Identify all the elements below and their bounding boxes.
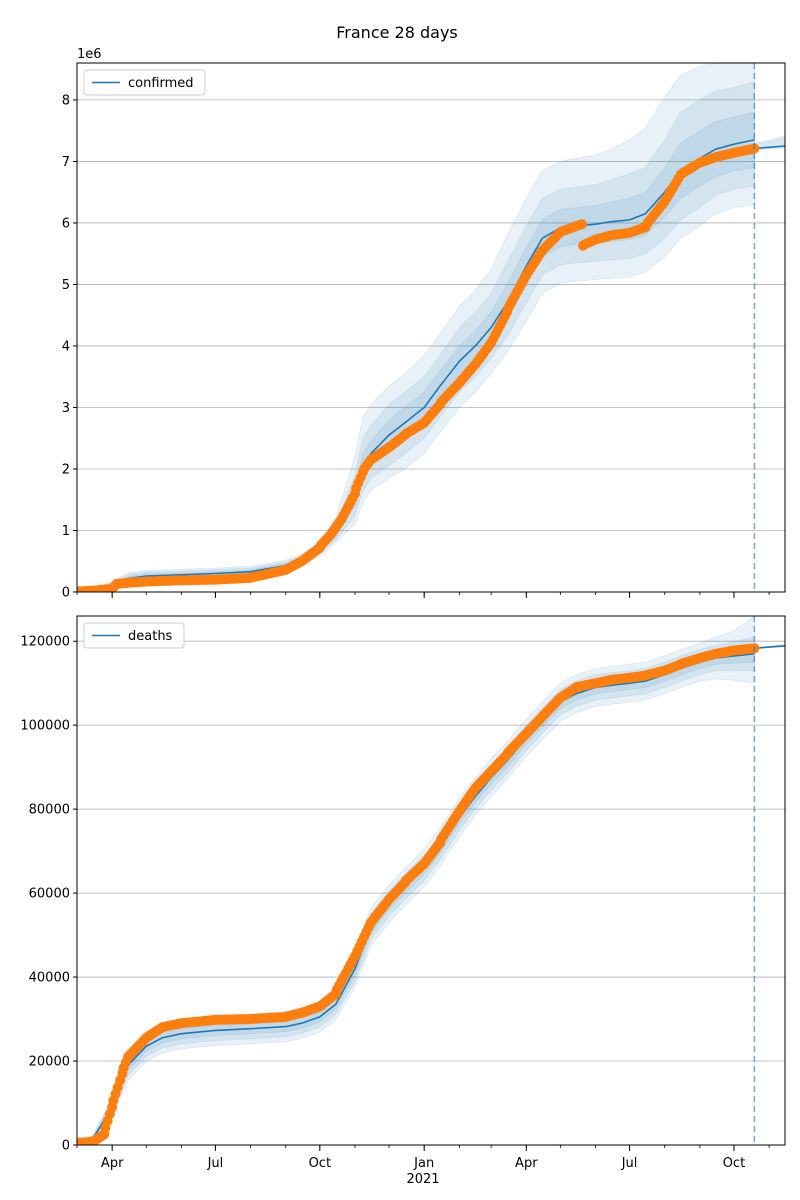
y-tick-label: 0 [62,586,70,601]
y-tick-label: 7 [62,155,70,170]
y-tick-label: 40000 [29,971,70,986]
y-tick-label: 80000 [29,803,70,818]
legend-label: deaths [128,629,173,644]
y-tick-label: 60000 [29,887,70,902]
chart-title: France 28 days [336,23,458,42]
plot-area [77,616,785,1145]
x-tick-label: Jul [207,1156,224,1171]
axes-frame [76,615,786,1146]
y-tick-label: 100000 [20,719,70,734]
x-tick-label: Jul [621,1156,638,1171]
x-tick-label: Oct [723,1156,745,1171]
legend: confirmed [83,69,206,96]
model-line [77,653,755,1145]
confirmed-panel: 0 1 2 3 4 5 6 7 8 1e6 confirmed [62,47,786,601]
axes-frame [76,62,786,593]
legend-box [83,69,206,96]
x-tick-label: Apr [101,1156,124,1171]
model-line [77,139,755,592]
y-tick-label: 6 [62,216,70,231]
x-tick-label: Oct [309,1156,331,1171]
y-multiplier-label: 1e6 [77,47,102,62]
y-tick-label: 3 [62,401,70,416]
y-tick-label: 1 [62,524,70,539]
x-tick-label: Apr [515,1156,538,1171]
y-tick-label: 4 [62,339,70,354]
y-tick-label: 120000 [20,635,70,650]
plot-area [77,63,785,592]
uncertainty-band-outer [77,63,755,592]
uncertainty-band-middle [77,80,755,592]
x-tick-label: Jan [413,1156,434,1171]
y-tick-label: 0 [62,1139,70,1154]
y-tick-label: 8 [62,93,70,108]
legend-box [83,622,185,649]
observed-point [576,219,587,230]
legend: deaths [83,622,185,649]
x-year-label: 2021 [406,1172,439,1187]
y-tick-label: 2 [62,462,70,477]
y-tick-label: 5 [62,278,70,293]
deaths-panel: 0 20000 40000 60000 80000 100000 120000 Apr Jul O… [20,615,786,1171]
y-tick-label: 20000 [29,1055,70,1070]
legend-label: confirmed [128,76,194,91]
uncertainty-band-inner [77,111,755,592]
